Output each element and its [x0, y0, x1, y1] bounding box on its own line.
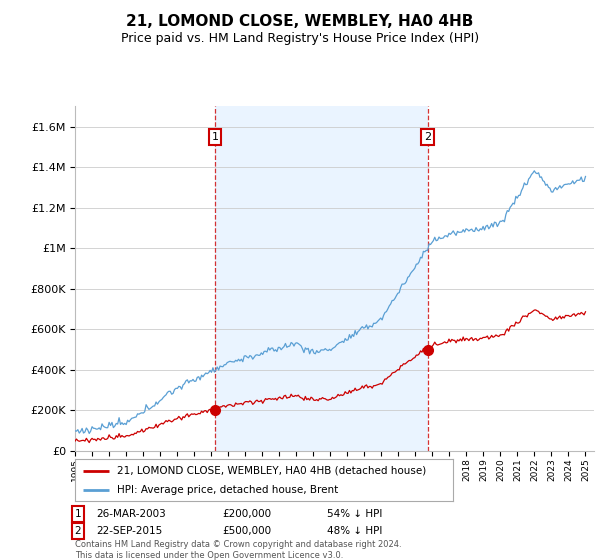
Text: £500,000: £500,000 — [222, 526, 271, 536]
Text: 21, LOMOND CLOSE, WEMBLEY, HA0 4HB: 21, LOMOND CLOSE, WEMBLEY, HA0 4HB — [127, 14, 473, 29]
Text: 54% ↓ HPI: 54% ↓ HPI — [327, 509, 382, 519]
Text: Price paid vs. HM Land Registry's House Price Index (HPI): Price paid vs. HM Land Registry's House … — [121, 32, 479, 45]
Text: 22-SEP-2015: 22-SEP-2015 — [96, 526, 162, 536]
Text: 2: 2 — [74, 526, 82, 536]
Text: 48% ↓ HPI: 48% ↓ HPI — [327, 526, 382, 536]
Text: 21, LOMOND CLOSE, WEMBLEY, HA0 4HB (detached house): 21, LOMOND CLOSE, WEMBLEY, HA0 4HB (deta… — [116, 465, 426, 475]
Text: Contains HM Land Registry data © Crown copyright and database right 2024.
This d: Contains HM Land Registry data © Crown c… — [75, 540, 401, 559]
Text: 2: 2 — [424, 132, 431, 142]
Text: 1: 1 — [74, 509, 82, 519]
Text: 1: 1 — [212, 132, 218, 142]
Bar — [215, 106, 428, 451]
Text: 26-MAR-2003: 26-MAR-2003 — [96, 509, 166, 519]
Text: HPI: Average price, detached house, Brent: HPI: Average price, detached house, Bren… — [116, 485, 338, 495]
Text: £200,000: £200,000 — [222, 509, 271, 519]
